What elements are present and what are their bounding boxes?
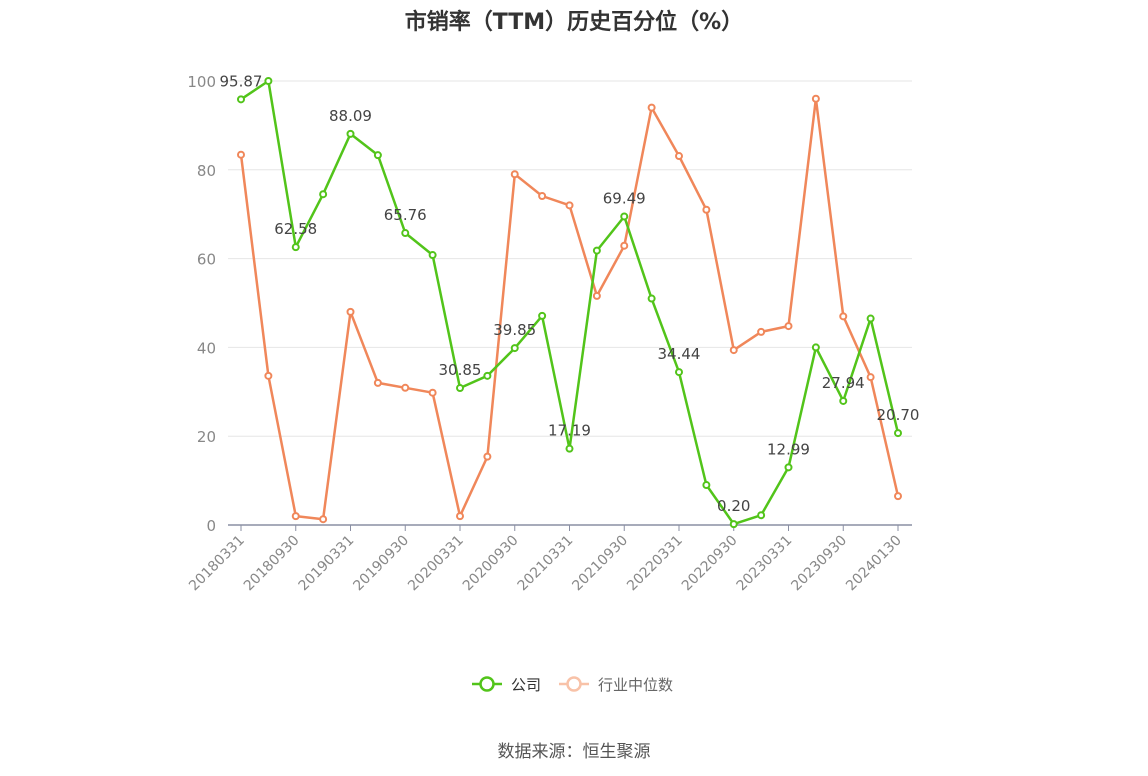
data-label: 65.76 (384, 206, 427, 224)
data-label: 34.44 (658, 345, 701, 363)
x-tick-label: 20220331 (624, 533, 686, 595)
y-tick-label: 40 (197, 339, 216, 357)
data-point (647, 103, 656, 112)
data-point (729, 346, 738, 355)
data-point (291, 512, 300, 521)
x-tick-label: 20190331 (296, 533, 358, 595)
data-label: 95.87 (220, 72, 263, 90)
data-point (428, 251, 437, 260)
data-source-note: 数据来源：恒生聚源 (497, 742, 651, 762)
data-point (538, 311, 547, 320)
x-tick-label: 20210331 (515, 533, 577, 595)
data-point (264, 77, 273, 85)
data-point (839, 396, 848, 405)
x-tick-label: 20180331 (186, 533, 248, 595)
data-point (428, 388, 437, 397)
data-point (401, 383, 410, 392)
data-point (456, 384, 464, 393)
y-tick-label: 20 (197, 428, 216, 446)
legend-marker (479, 676, 495, 692)
data-point (401, 229, 410, 238)
data-point (565, 201, 574, 210)
data-label: 30.85 (439, 361, 482, 379)
data-label: 12.99 (767, 440, 810, 458)
x-tick-label: 20210930 (569, 533, 631, 595)
data-point (811, 94, 820, 103)
data-points (237, 77, 902, 529)
data-point (702, 205, 711, 214)
data-label: 27.94 (822, 374, 865, 392)
data-point (811, 343, 820, 352)
data-point (237, 150, 245, 159)
data-point (592, 246, 601, 255)
x-tick-label: 20230331 (734, 533, 796, 595)
data-point (264, 371, 273, 380)
x-tick-label: 20230930 (788, 533, 850, 595)
data-point (483, 371, 492, 380)
data-point (894, 429, 902, 438)
chart-title: 市销率（TTM）历史百分位（%） (404, 10, 744, 35)
legend-item-1[interactable]: 行业中位数 (559, 676, 673, 694)
data-labels: 95.87 62.58 88.09 65.76 30.85 39.85 17.19 69.49… (220, 72, 920, 515)
data-point (565, 444, 574, 453)
data-label: 62.58 (274, 220, 317, 238)
data-point (866, 314, 875, 323)
y-tick-label: 80 (197, 162, 216, 180)
x-tick-label: 20220930 (679, 533, 741, 595)
data-point (510, 344, 519, 353)
data-label: 0.20 (717, 497, 750, 515)
data-point (620, 212, 629, 221)
x-tick-label: 20240130 (843, 533, 905, 595)
data-point (647, 294, 656, 303)
y-tick-label: 100 (187, 73, 216, 91)
data-point (319, 515, 328, 524)
data-point (510, 170, 519, 179)
data-point (291, 243, 300, 252)
data-point (592, 291, 601, 300)
y-tick-label: 0 (206, 517, 216, 535)
data-point (620, 241, 629, 250)
data-point (483, 452, 492, 461)
x-tick-label: 20200930 (460, 533, 522, 595)
data-point (373, 151, 382, 160)
grid-lines (228, 80, 912, 437)
data-label: 69.49 (603, 189, 646, 207)
data-point (346, 129, 355, 138)
x-tick-label: 20190930 (350, 533, 412, 595)
data-point (784, 463, 793, 472)
data-point (894, 492, 902, 501)
data-point (757, 327, 766, 336)
data-point (373, 378, 382, 387)
data-point (456, 512, 464, 521)
x-tick-label: 20180930 (241, 533, 303, 595)
data-point (839, 312, 848, 321)
legend-label: 行业中位数 (598, 676, 673, 694)
data-point (346, 307, 355, 316)
data-label: 88.09 (329, 107, 372, 125)
y-tick-label: 60 (197, 251, 216, 269)
legend[interactable]: 公司 行业中位数 (472, 676, 673, 694)
data-label: 20.70 (877, 406, 920, 424)
data-point (237, 95, 245, 104)
data-point (675, 152, 683, 161)
legend-label: 公司 (511, 676, 541, 694)
data-point (702, 481, 711, 490)
data-label: 17.19 (548, 422, 591, 440)
x-tick-label: 20200331 (405, 533, 467, 595)
legend-marker (566, 676, 582, 692)
data-point (757, 511, 766, 520)
data-point (729, 520, 738, 529)
data-point (784, 322, 793, 331)
data-label: 39.85 (493, 321, 536, 339)
data-point (866, 373, 875, 382)
data-point (675, 368, 683, 377)
data-point (538, 191, 547, 200)
data-point (319, 190, 328, 199)
legend-item-0[interactable]: 公司 (472, 676, 541, 694)
